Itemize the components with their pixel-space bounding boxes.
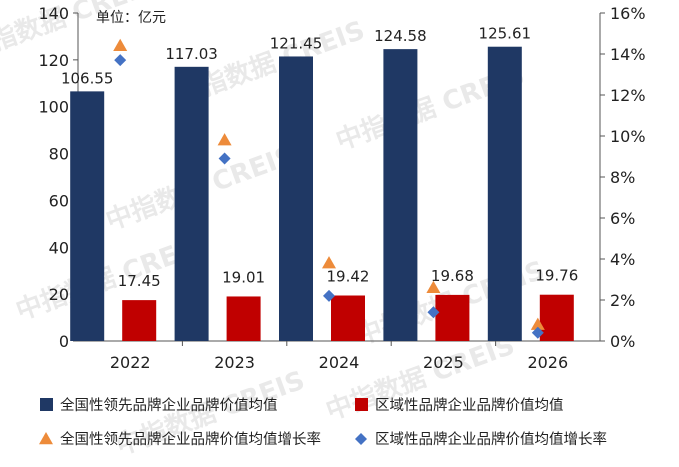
- data-label-national: 125.61: [479, 25, 532, 43]
- data-label-national: 121.45: [270, 34, 323, 52]
- marker-national-growth: [530, 317, 545, 330]
- legend-swatch: [40, 398, 53, 411]
- y-right-tick-label: 12%: [610, 86, 646, 105]
- marker-regional-growth: [323, 289, 335, 302]
- marker-national-growth: [217, 133, 232, 146]
- legend-item: 区域性品牌企业品牌价值均值: [355, 396, 564, 414]
- bar-national: [487, 46, 522, 341]
- legend-item: 全国性领先品牌企业品牌价值均值增长率: [39, 430, 321, 448]
- bar-regional: [331, 295, 365, 341]
- legend-swatch: [39, 432, 53, 445]
- marker-regional-growth: [531, 326, 544, 339]
- x-tick-label: 2024: [319, 353, 360, 372]
- data-label-national: 117.03: [165, 45, 218, 63]
- data-labels: 106.55 117.03 121.45 124.58 125.61 17.45 19.01…: [61, 25, 578, 290]
- y-right-tick-label: 6%: [610, 209, 635, 228]
- bar-national: [279, 56, 313, 342]
- legend-swatch: [355, 398, 368, 411]
- y-left-tick-label: 60: [49, 191, 69, 210]
- bar-regional: [226, 296, 261, 341]
- y-right-tick-label: 0%: [610, 332, 635, 351]
- marker-regional-growth: [218, 152, 231, 165]
- bar-national: [383, 49, 418, 341]
- legend-label: 区域性品牌企业品牌价值均值: [375, 396, 564, 414]
- marker-regional-growth: [427, 306, 440, 319]
- y-right-tick-label: 10%: [610, 127, 646, 146]
- y-right-tick-label: 16%: [610, 4, 646, 23]
- x-tick-label: 2023: [214, 353, 255, 372]
- x-tick-label: 2022: [110, 353, 151, 372]
- marker-national-growth: [113, 38, 128, 52]
- y-left-tick-label: 120: [38, 51, 69, 70]
- data-label-regional: 19.68: [431, 267, 474, 285]
- legend-label: 全国性领先品牌企业品牌价值均值: [60, 396, 278, 414]
- x-tick-label: 2026: [527, 353, 568, 372]
- legend-label: 全国性领先品牌企业品牌价值均值增长率: [60, 430, 321, 448]
- y-right-tick-label: 2%: [610, 291, 635, 310]
- bar-national: [70, 91, 105, 342]
- bar-regional: [539, 294, 574, 341]
- bars: [70, 46, 574, 342]
- markers: [113, 38, 545, 339]
- y-left-tick-label: 40: [49, 238, 69, 257]
- legend-label: 区域性品牌企业品牌价值均值增长率: [375, 430, 607, 448]
- y-left-tick-label: 0: [59, 332, 69, 351]
- unit-label: 单位：亿元: [96, 10, 166, 26]
- legend-item: 区域性品牌企业品牌价值均值增长率: [355, 430, 607, 448]
- y-left-tick-label: 140: [38, 4, 69, 23]
- data-label-regional: 19.01: [222, 268, 265, 286]
- bar-regional: [122, 300, 157, 341]
- bar-national: [174, 66, 209, 341]
- data-label-regional: 19.76: [535, 267, 578, 285]
- data-label-regional: 17.45: [118, 272, 161, 290]
- y-left-tick-label: 100: [38, 98, 69, 117]
- y-right-tick-label: 4%: [610, 250, 635, 269]
- bar-regional: [435, 294, 470, 341]
- legend-item: 全国性领先品牌企业品牌价值均值: [40, 396, 278, 414]
- y-left-tick-label: 20: [49, 285, 69, 304]
- data-label-national: 106.55: [61, 69, 114, 87]
- y-right-tick-label: 14%: [610, 45, 646, 64]
- legend-swatch: [355, 433, 367, 445]
- x-tick-label: 2025: [423, 353, 464, 372]
- marker-national-growth: [322, 256, 336, 269]
- y-left-tick-label: 80: [49, 145, 69, 164]
- marker-regional-growth: [114, 54, 127, 67]
- legend: 全国性领先品牌企业品牌价值均值 区域性品牌企业品牌价值均值全国性领先品牌企业品牌价…: [39, 396, 607, 448]
- marker-national-growth: [426, 280, 441, 293]
- y-right-tick-label: 8%: [610, 168, 635, 187]
- data-label-national: 124.58: [374, 27, 427, 45]
- data-label-regional: 19.42: [327, 268, 370, 286]
